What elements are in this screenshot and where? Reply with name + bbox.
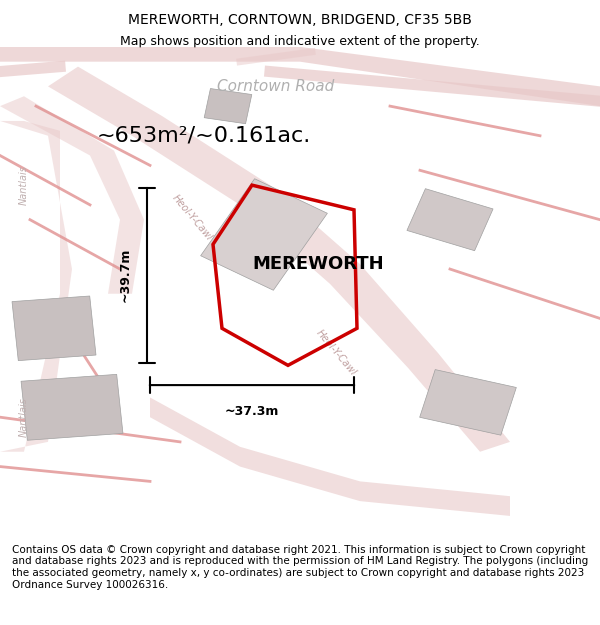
Polygon shape xyxy=(48,67,510,452)
Text: ~653m²/~0.161ac.: ~653m²/~0.161ac. xyxy=(97,126,311,146)
Text: Heol-Y-Cawl: Heol-Y-Cawl xyxy=(170,192,214,242)
Text: Contains OS data © Crown copyright and database right 2021. This information is : Contains OS data © Crown copyright and d… xyxy=(12,545,588,589)
Polygon shape xyxy=(204,89,252,124)
Text: Nantlais: Nantlais xyxy=(19,398,29,437)
Text: Nantlais: Nantlais xyxy=(19,165,29,205)
Text: MEREWORTH: MEREWORTH xyxy=(252,255,384,273)
Polygon shape xyxy=(21,374,123,440)
Text: Map shows position and indicative extent of the property.: Map shows position and indicative extent… xyxy=(120,35,480,48)
Text: Heol-Y-Cawl: Heol-Y-Cawl xyxy=(314,328,358,378)
Polygon shape xyxy=(150,398,510,516)
Text: MEREWORTH, CORNTOWN, BRIDGEND, CF35 5BB: MEREWORTH, CORNTOWN, BRIDGEND, CF35 5BB xyxy=(128,13,472,27)
Polygon shape xyxy=(12,296,96,361)
Text: ~39.7m: ~39.7m xyxy=(119,248,132,302)
Polygon shape xyxy=(200,179,328,290)
Polygon shape xyxy=(407,189,493,251)
Polygon shape xyxy=(0,121,72,452)
Text: ~37.3m: ~37.3m xyxy=(225,405,279,418)
Text: Corntown Road: Corntown Road xyxy=(217,79,335,94)
Polygon shape xyxy=(0,47,600,106)
Polygon shape xyxy=(0,96,144,294)
Polygon shape xyxy=(419,369,517,435)
